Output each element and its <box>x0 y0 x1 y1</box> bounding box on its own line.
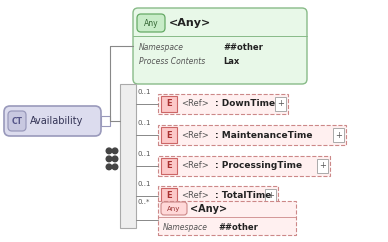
Text: <Any>: <Any> <box>190 204 227 213</box>
Text: Lax: Lax <box>223 58 239 67</box>
Circle shape <box>112 156 118 162</box>
Text: : MaintenanceTime: : MaintenanceTime <box>215 130 312 139</box>
Bar <box>161 158 177 174</box>
Text: +: + <box>267 191 274 201</box>
Text: <Ref>: <Ref> <box>181 191 209 201</box>
Circle shape <box>106 156 112 162</box>
Circle shape <box>112 164 118 170</box>
Text: E: E <box>166 161 172 171</box>
Text: E: E <box>166 130 172 139</box>
Bar <box>161 188 177 204</box>
Text: E: E <box>166 191 172 201</box>
Bar <box>317 159 328 173</box>
Text: Namespace: Namespace <box>163 222 208 232</box>
Bar <box>161 127 177 143</box>
Text: Namespace: Namespace <box>139 44 184 53</box>
Text: 0..*: 0..* <box>138 199 151 205</box>
Text: ##other: ##other <box>218 222 258 232</box>
Bar <box>333 128 344 142</box>
Text: 0..1: 0..1 <box>138 89 151 95</box>
Circle shape <box>106 148 112 154</box>
FancyBboxPatch shape <box>8 111 26 131</box>
Text: ##other: ##other <box>223 44 263 53</box>
Text: 0..1: 0..1 <box>138 181 151 187</box>
Circle shape <box>112 148 118 154</box>
Bar <box>265 189 276 203</box>
Text: 0..1: 0..1 <box>138 151 151 157</box>
Text: CT: CT <box>12 116 23 126</box>
Bar <box>158 125 346 145</box>
Text: <Ref>: <Ref> <box>181 130 209 139</box>
FancyBboxPatch shape <box>137 14 165 32</box>
Text: : ProcessingTime: : ProcessingTime <box>215 161 302 171</box>
Text: +: + <box>335 130 342 139</box>
Text: Availability: Availability <box>30 116 83 126</box>
Text: <Any>: <Any> <box>169 18 211 28</box>
FancyBboxPatch shape <box>4 106 101 136</box>
Circle shape <box>106 164 112 170</box>
Text: Process Contents: Process Contents <box>139 58 205 67</box>
Bar <box>158 186 278 206</box>
Bar <box>158 94 288 114</box>
Text: E: E <box>166 99 172 108</box>
Text: 0..1: 0..1 <box>138 120 151 126</box>
Text: Any: Any <box>144 18 158 28</box>
Bar <box>161 96 177 112</box>
Bar <box>101 116 110 126</box>
Text: +: + <box>319 161 326 171</box>
Bar <box>158 156 330 176</box>
Bar <box>275 97 286 111</box>
Text: +: + <box>277 99 284 108</box>
Text: <Ref>: <Ref> <box>181 161 209 171</box>
Text: : DownTime: : DownTime <box>215 99 275 108</box>
FancyBboxPatch shape <box>133 8 307 84</box>
FancyBboxPatch shape <box>161 202 187 215</box>
Text: <Ref>: <Ref> <box>181 99 209 108</box>
Text: : TotalTime: : TotalTime <box>215 191 271 201</box>
Bar <box>120 84 136 228</box>
Text: Any: Any <box>167 205 181 212</box>
Bar <box>158 201 296 235</box>
